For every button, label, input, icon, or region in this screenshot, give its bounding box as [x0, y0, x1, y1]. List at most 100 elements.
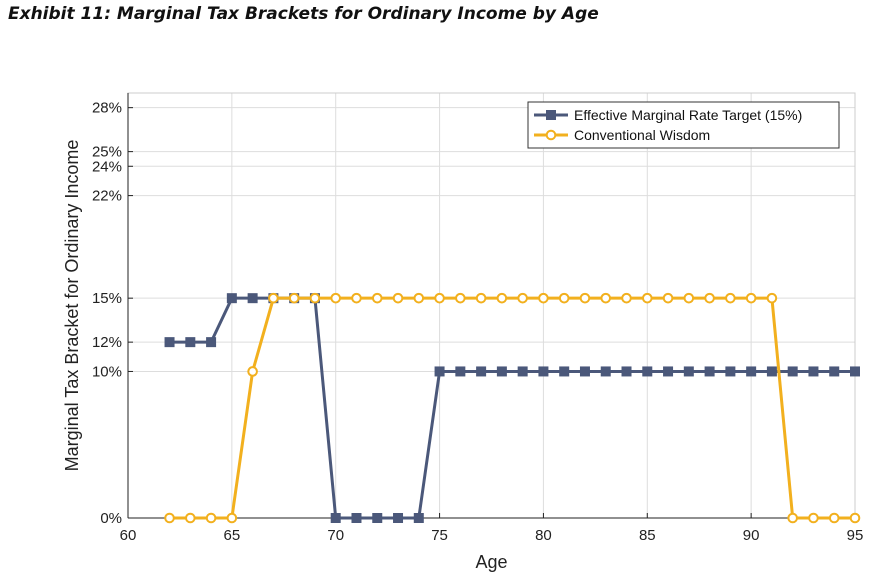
series-2-point-64	[205, 512, 217, 524]
series-1-point-78	[496, 366, 507, 377]
legend-entry-2: Conventional Wisdom	[534, 127, 710, 143]
series-2-point-63	[185, 512, 196, 524]
series-1-point-82	[579, 366, 590, 377]
series-layer	[164, 292, 861, 524]
series-2-point-91	[766, 292, 778, 304]
series-1-point-81	[559, 366, 570, 377]
x-tick-label-60: 60	[120, 527, 137, 544]
legend-entry-1: Effective Marginal Rate Target (15%)	[534, 107, 802, 123]
series-1-point-80	[538, 366, 549, 377]
y-tick-label-24: 24%	[92, 158, 122, 175]
series-2-point-68	[288, 292, 300, 304]
series-2-point-90	[745, 292, 757, 304]
x-tick-label-65: 65	[224, 527, 241, 544]
legend-label-1: Effective Marginal Rate Target (15%)	[574, 107, 802, 123]
series-1-point-75	[434, 366, 445, 377]
series-1-point-76	[455, 366, 466, 377]
series-1-point-71	[351, 513, 362, 523]
series-1-point-90	[746, 366, 757, 377]
series-1-point-73	[393, 513, 404, 523]
y-tick-label-25: 25%	[92, 144, 122, 161]
series-2-point-78	[496, 292, 508, 304]
series-2-point-95	[849, 512, 861, 524]
series-1-point-85	[642, 366, 653, 377]
series-1-point-62	[164, 337, 175, 348]
x-tick-label-80: 80	[535, 527, 552, 544]
series-2-point-83	[600, 292, 612, 304]
series-2-point-76	[455, 292, 466, 304]
y-tick-label-10: 10%	[92, 363, 122, 380]
series-1-point-95	[850, 366, 860, 377]
series-1-point-63	[185, 337, 196, 348]
x-tick-label-70: 70	[327, 527, 344, 544]
series-2-point-73	[392, 292, 404, 304]
y-tick-label-15: 15%	[92, 290, 122, 307]
y-tick-label-0: 0%	[100, 510, 122, 527]
series-2-point-62	[164, 512, 175, 524]
series-2-point-87	[683, 292, 695, 304]
series-1-point-94	[829, 366, 840, 377]
series-1-point-79	[517, 366, 528, 377]
series-2-point-72	[371, 292, 383, 304]
x-axis-title: Age	[475, 552, 507, 572]
series-2-point-80	[538, 292, 549, 304]
series-1-point-77	[476, 366, 487, 377]
series-2-point-84	[621, 292, 632, 304]
series-1-point-91	[766, 366, 777, 377]
series-1-point-74	[413, 513, 424, 523]
chart-title: Exhibit 11: Marginal Tax Brackets for Or…	[8, 4, 599, 24]
y-axis-title: Marginal Tax Bracket for Ordinary Income	[62, 140, 82, 472]
legend-label-2: Conventional Wisdom	[574, 127, 710, 143]
series-2-point-86	[662, 292, 674, 304]
series-line-2	[169, 296, 855, 520]
series-2-point-89	[725, 292, 736, 304]
y-tick-label-22: 22%	[92, 188, 122, 205]
series-1	[164, 293, 860, 523]
series-1-point-65	[226, 293, 237, 304]
legend-swatch-marker-1	[546, 110, 556, 120]
series-2-point-85	[641, 292, 653, 304]
series-2-point-66	[247, 366, 258, 377]
x-tick-label-90: 90	[743, 527, 760, 544]
series-1-point-92	[787, 366, 798, 377]
plot-frame	[127, 92, 856, 519]
series-1-point-72	[372, 513, 383, 523]
series-1-point-70	[330, 513, 341, 523]
series-2-point-94	[828, 512, 840, 524]
series-1-point-84	[621, 366, 632, 377]
series-1-point-64	[206, 337, 217, 348]
series-2-point-82	[579, 292, 591, 304]
series-2	[164, 292, 861, 524]
series-1-point-66	[247, 293, 258, 304]
legend: Effective Marginal Rate Target (15%) Conv…	[527, 101, 840, 149]
grid	[127, 93, 856, 519]
series-2-point-74	[413, 292, 425, 304]
series-2-point-70	[330, 292, 342, 304]
series-1-point-93	[808, 366, 819, 377]
series-2-point-69	[309, 292, 321, 304]
legend-swatch-marker-2	[545, 129, 557, 141]
x-tick-label-85: 85	[639, 527, 656, 544]
series-2-point-88	[704, 292, 715, 304]
series-1-point-86	[663, 366, 674, 377]
series-2-point-71	[351, 292, 362, 304]
series-2-point-75	[434, 292, 445, 304]
x-tick-label-95: 95	[847, 527, 864, 544]
legend-box	[527, 101, 840, 149]
series-2-point-93	[808, 512, 819, 524]
series-1-point-88	[704, 366, 715, 377]
y-axis-ticks: 0% 10% 12% 15% 22% 24%25% 28%	[92, 100, 133, 527]
series-2-point-92	[787, 512, 798, 524]
series-2-point-81	[558, 292, 570, 304]
series-2-point-65	[226, 512, 238, 524]
series-2-point-67	[268, 292, 279, 304]
x-tick-label-75: 75	[431, 527, 448, 544]
y-tick-label-12: 12%	[92, 334, 122, 351]
series-1-point-89	[725, 366, 736, 377]
y-tick-label-28: 28%	[92, 100, 122, 117]
series-2-point-77	[475, 292, 487, 304]
series-line-1	[169, 296, 855, 520]
series-1-point-83	[600, 366, 611, 377]
series-1-point-87	[683, 366, 694, 377]
